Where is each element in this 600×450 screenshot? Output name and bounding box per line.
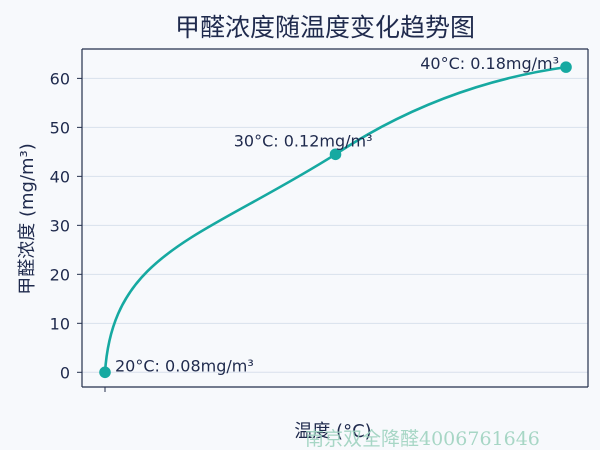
data-point [99, 366, 111, 379]
watermark: 南京双全降醛4006761646 [305, 428, 540, 450]
data-point [329, 148, 342, 161]
y-tick-label: 0 [60, 363, 70, 382]
y-tick-label: 10 [50, 314, 70, 333]
y-tick-label: 30 [50, 216, 70, 235]
data-label: 40°C: 0.18mg/m³ [420, 54, 559, 73]
y-tick-label: 50 [50, 118, 70, 137]
x-axis-label: 温度 (°C) [294, 421, 371, 442]
chart-title: 甲醛浓度随温度变化趋势图 [175, 13, 475, 42]
y-axis-label: 甲醛浓度 (mg/m³) [17, 143, 38, 295]
data-label: 20°C: 0.08mg/m³ [115, 356, 254, 375]
data-point [560, 61, 572, 73]
data-points [99, 61, 572, 379]
y-tick-label: 40 [50, 167, 70, 186]
data-labels: 20°C: 0.08mg/m³ 30°C: 0.12mg/m³ 40°C: 0.18… [115, 54, 559, 375]
y-tick-label: 60 [50, 69, 70, 88]
plot-area [82, 49, 588, 387]
data-label: 30°C: 0.12mg/m³ [234, 131, 373, 150]
y-axis-ticks: 0 10 20 30 40 50 60 [50, 69, 106, 392]
y-tick-label: 20 [50, 265, 70, 284]
trend-line [103, 65, 568, 374]
